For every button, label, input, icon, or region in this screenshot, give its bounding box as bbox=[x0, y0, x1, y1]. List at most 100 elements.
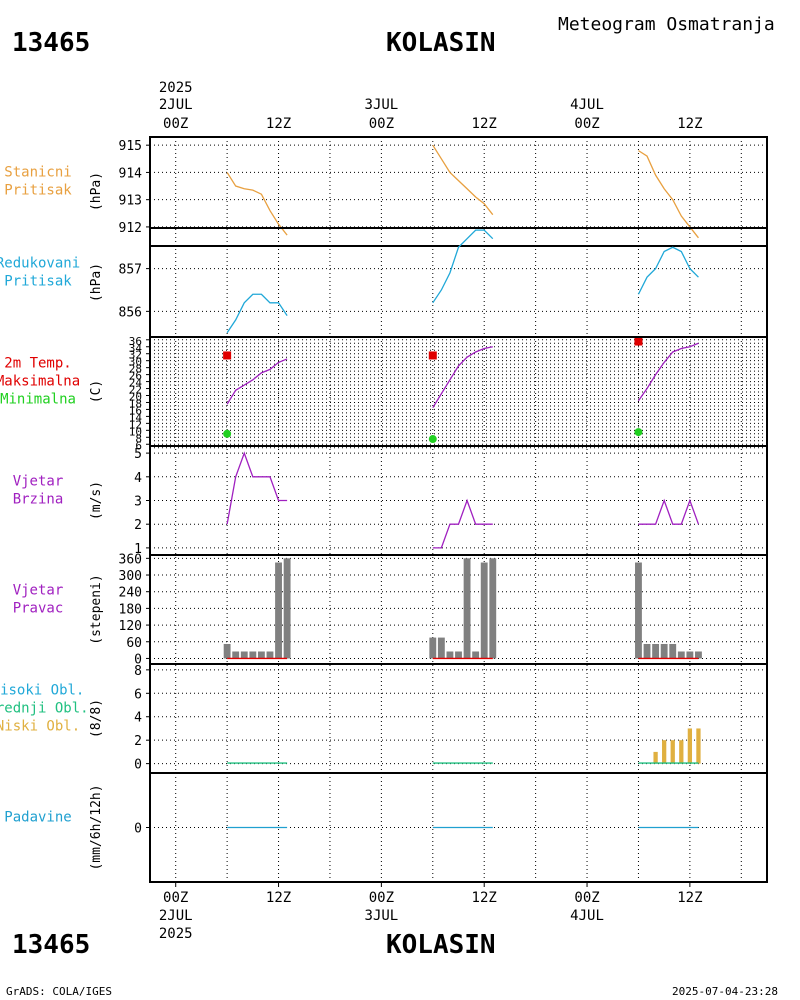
y-tick-label: 30 bbox=[129, 356, 142, 369]
top-axis-date: 4JUL bbox=[570, 97, 604, 113]
bar bbox=[240, 651, 248, 659]
bar bbox=[275, 562, 282, 659]
panel-wind-speed bbox=[146, 445, 768, 556]
vertical-gridlines bbox=[175, 137, 742, 882]
bar bbox=[660, 643, 668, 659]
bottom-axis-date: 2JUL bbox=[159, 908, 193, 924]
bar bbox=[223, 643, 231, 659]
y-tick-label: 8 bbox=[134, 664, 142, 679]
bottom-axis-date: 4JUL bbox=[570, 908, 604, 924]
bar bbox=[489, 558, 497, 659]
bottom-axis-hour: 00Z bbox=[369, 890, 394, 906]
series-line bbox=[226, 451, 288, 525]
panel-frame bbox=[149, 227, 768, 338]
tmax-marker bbox=[428, 351, 437, 360]
series-line bbox=[226, 358, 288, 405]
panel-label: Vjetar bbox=[13, 474, 64, 490]
panel-unit: (m/s) bbox=[89, 481, 104, 520]
y-tick-label: 12 bbox=[129, 418, 142, 431]
panel-label: Pritisak bbox=[4, 183, 72, 199]
panel-wind-direction bbox=[146, 554, 768, 665]
y-tick-label: 120 bbox=[119, 619, 142, 634]
bar bbox=[635, 562, 642, 659]
bar bbox=[232, 651, 240, 659]
panel-unit: (hPa) bbox=[89, 263, 104, 302]
tmax-marker bbox=[223, 351, 232, 360]
y-tick-label: 4 bbox=[134, 711, 142, 726]
y-tick-label: 18 bbox=[129, 397, 142, 410]
station-name-top: KOLASIN bbox=[386, 28, 496, 58]
top-axis-date: 3JUL bbox=[365, 97, 399, 113]
bar bbox=[249, 651, 257, 659]
bottom-axis-hour: 00Z bbox=[574, 890, 599, 906]
bar bbox=[679, 740, 684, 764]
bar bbox=[686, 651, 694, 659]
panel-unit: (8/8) bbox=[89, 699, 104, 738]
bar bbox=[283, 558, 291, 659]
panel-reduced-pressure bbox=[146, 227, 768, 338]
bar bbox=[677, 651, 685, 659]
panel-unit: (mm/6h/12h) bbox=[89, 784, 104, 870]
top-axis-hour: 12Z bbox=[677, 116, 702, 132]
bar bbox=[695, 651, 702, 659]
y-tick-label: 2 bbox=[134, 518, 142, 533]
bar bbox=[480, 562, 488, 659]
tmin-marker bbox=[223, 429, 232, 438]
station-name-bottom: KOLASIN bbox=[386, 930, 496, 960]
y-tick-label: 14 bbox=[129, 411, 143, 424]
panel-label: Visoki Obl. bbox=[0, 683, 84, 699]
grads-credit: GrADS: COLA/IGES bbox=[6, 985, 112, 998]
panel-unit: (hPa) bbox=[89, 172, 104, 211]
y-tick-label: 60 bbox=[126, 636, 142, 651]
tmin-marker bbox=[428, 435, 437, 444]
bar bbox=[696, 728, 701, 764]
bar bbox=[257, 651, 265, 659]
bar bbox=[455, 651, 462, 659]
y-tick-label: 34 bbox=[129, 342, 143, 355]
y-tick-label: 856 bbox=[119, 305, 142, 320]
panel-label: Pritisak bbox=[4, 274, 72, 290]
y-tick-label: 360 bbox=[119, 552, 142, 567]
bar bbox=[446, 651, 454, 659]
y-tick-label: 240 bbox=[119, 586, 142, 601]
top-axis-hour: 00Z bbox=[163, 116, 188, 132]
y-tick-label: 28 bbox=[129, 363, 142, 376]
bar bbox=[687, 728, 693, 764]
y-tick-label: 300 bbox=[119, 569, 142, 584]
series-line bbox=[432, 498, 493, 549]
top-axis-date: 2JUL bbox=[159, 97, 193, 113]
bar bbox=[662, 740, 667, 764]
y-tick-label: 2 bbox=[134, 734, 142, 749]
series-line bbox=[432, 144, 494, 216]
y-tick-label: 180 bbox=[119, 602, 142, 617]
panel-label: Srednji Obl. bbox=[0, 701, 89, 717]
y-tick-label: 6 bbox=[135, 439, 142, 452]
panel-label: Minimalna bbox=[0, 392, 76, 408]
bottom-axis-hour: 12Z bbox=[677, 890, 702, 906]
panel-label: Niski Obl. bbox=[0, 719, 80, 735]
y-tick-label: 8 bbox=[135, 432, 142, 445]
panel-label: Padavine bbox=[4, 810, 71, 826]
series-line bbox=[226, 172, 288, 236]
bar bbox=[437, 637, 445, 659]
y-tick-label: 22 bbox=[129, 384, 142, 397]
y-tick-label: 16 bbox=[129, 404, 142, 417]
y-tick-label: 915 bbox=[119, 139, 142, 154]
panel-label: Vjetar bbox=[13, 583, 64, 599]
bar bbox=[463, 558, 471, 659]
bottom-axis-hour: 12Z bbox=[472, 890, 497, 906]
render-timestamp: 2025-07-04-23:28 bbox=[672, 985, 778, 998]
station-id-top: 13465 bbox=[12, 28, 91, 58]
series-line bbox=[637, 342, 699, 402]
series-line bbox=[638, 498, 700, 525]
series-line bbox=[638, 150, 699, 239]
panel-unit: (stepeni) bbox=[89, 574, 104, 644]
y-tick-label: 913 bbox=[119, 194, 142, 209]
y-tick-label: 26 bbox=[129, 370, 142, 383]
series-line bbox=[432, 346, 493, 409]
panel-temperature bbox=[146, 336, 768, 449]
y-tick-label: 1 bbox=[134, 542, 142, 557]
y-tick-label: 914 bbox=[119, 166, 143, 181]
bar bbox=[643, 643, 651, 659]
